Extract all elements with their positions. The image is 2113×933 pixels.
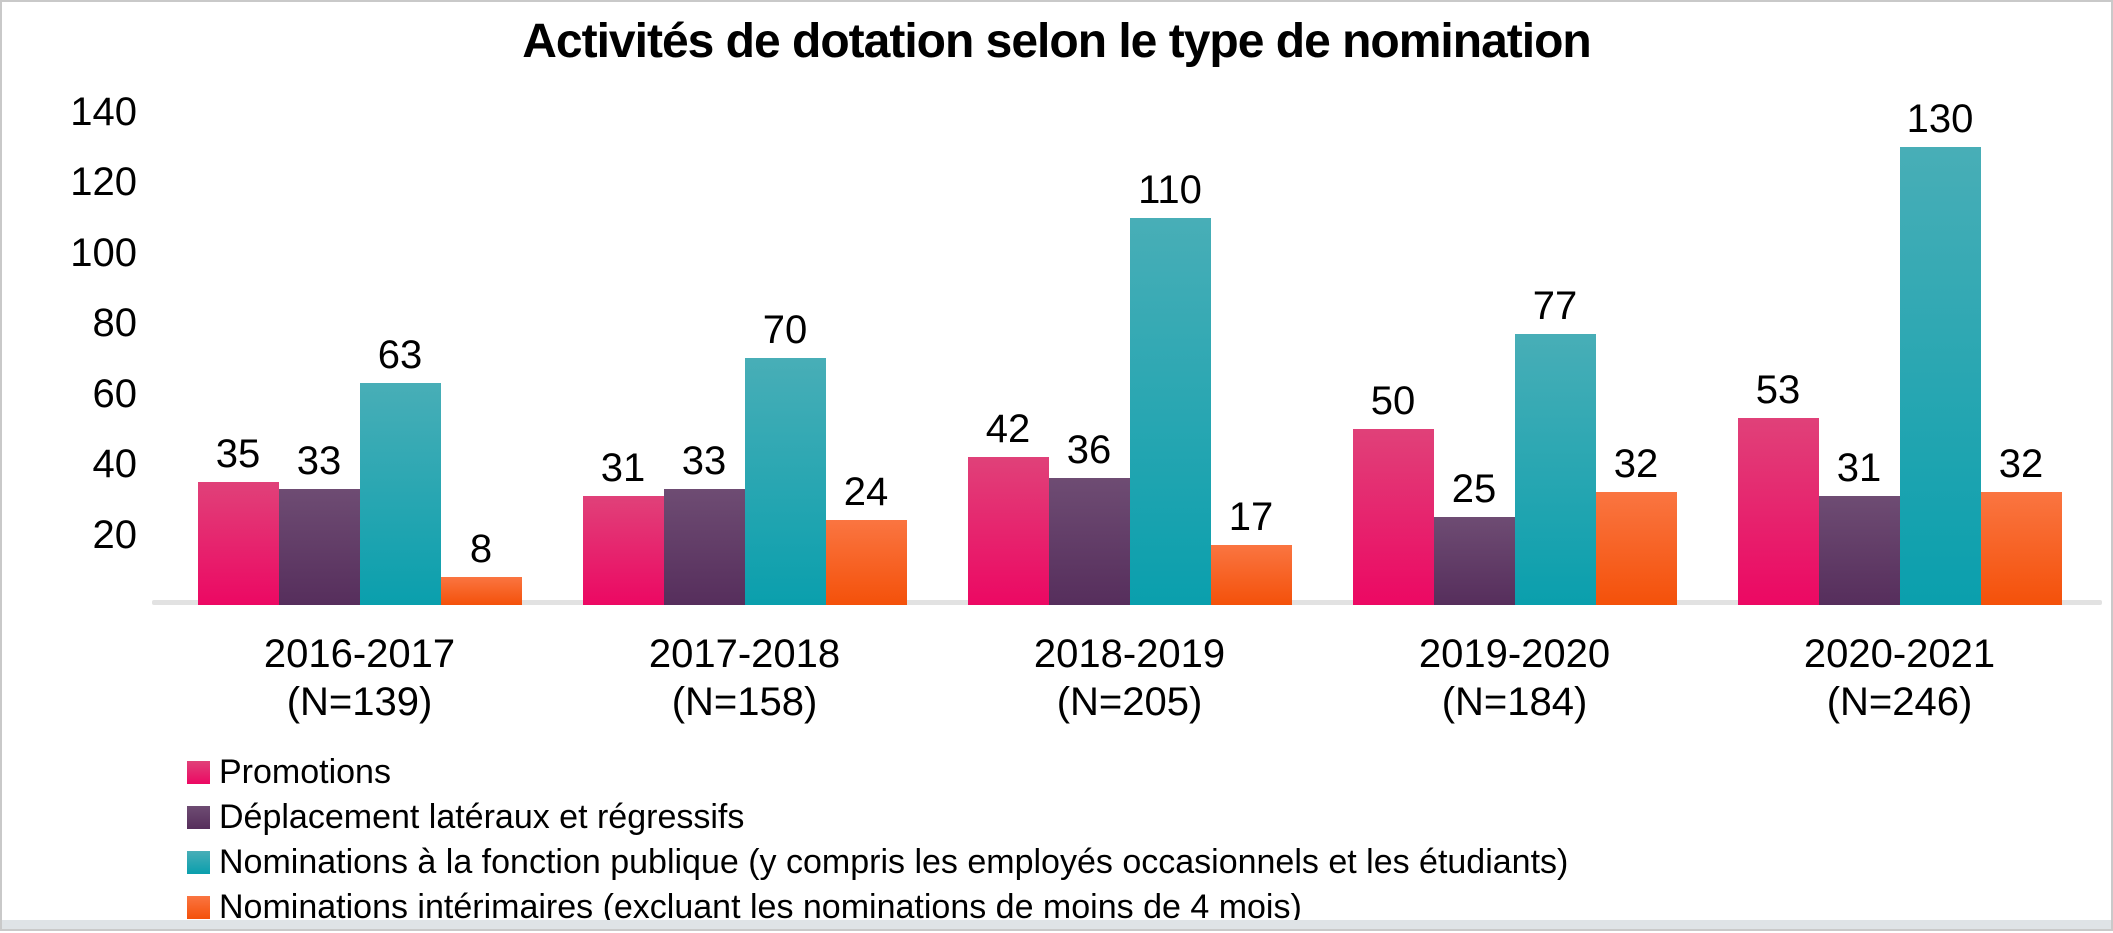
legend-item: Déplacement latéraux et régressifs	[187, 795, 1568, 840]
legend-item: Promotions	[187, 750, 1568, 795]
legend-item: Nominations intérimaires (excluant les n…	[187, 885, 1568, 930]
x-category-label: 2016-2017 (N=139)	[167, 630, 552, 726]
bar-value-label: 8	[469, 527, 493, 571]
x-category-n: (N=139)	[286, 680, 433, 724]
bar-value-label: 32	[1998, 442, 2044, 486]
bar: 25	[1433, 469, 1515, 605]
legend-label: Nominations à la fonction publique (y co…	[219, 843, 1569, 881]
bar-group: 50 25 77 32	[1322, 112, 1707, 605]
bottom-edge-strip	[2, 920, 2111, 929]
bar: 33	[663, 441, 745, 605]
bar: 110	[1129, 170, 1211, 605]
bar-value-label: 50	[1370, 379, 1416, 423]
bar: 8	[440, 529, 522, 605]
bar: 130	[1899, 99, 1981, 605]
bar: 24	[825, 472, 907, 605]
bar-group: 53 31 130 32	[1707, 99, 2092, 605]
y-tick-label: 40	[92, 442, 138, 487]
bar: 32	[1595, 444, 1677, 605]
y-tick-label: 20	[92, 512, 138, 557]
x-axis-labels: 2016-2017 (N=139) 2017-2018 (N=158) 2018-201…	[167, 630, 2092, 726]
legend-label: Déplacement latéraux et régressifs	[219, 798, 745, 836]
x-category-label: 2020-2021 (N=246)	[1707, 630, 2092, 726]
bar-value-label: 33	[681, 439, 727, 483]
x-category-year: 2018-2019	[1033, 632, 1226, 676]
bar-value-label: 31	[1836, 446, 1882, 490]
x-category-year: 2020-2021	[1803, 632, 1996, 676]
legend-label: Nominations intérimaires (excluant les n…	[219, 888, 1302, 926]
bar: 53	[1737, 370, 1819, 605]
legend: Promotions Déplacement latéraux et régres…	[187, 750, 1568, 930]
x-category-year: 2017-2018	[648, 632, 841, 676]
bar: 17	[1210, 497, 1292, 605]
bar-group: 42 36 110 17	[937, 112, 1322, 605]
y-tick-label: 140	[70, 90, 137, 134]
bar-value-label: 35	[215, 432, 261, 476]
bar: 31	[1818, 448, 1900, 605]
bar: 35	[197, 434, 279, 605]
bar: 70	[744, 310, 826, 605]
legend-swatch	[187, 896, 210, 919]
bar: 36	[1048, 430, 1130, 605]
legend-item: Nominations à la fonction publique (y co…	[187, 840, 1568, 885]
bar-value-label: 24	[843, 470, 889, 514]
bar: 63	[359, 335, 441, 605]
bar-value-label: 110	[1138, 168, 1202, 212]
plot-area: 35 33 63 8 31 33 70 24 42 36 110 17 50 25 77 32 53 31 130 3…	[167, 99, 2092, 605]
legend-swatch	[187, 851, 210, 874]
bar-value-label: 63	[377, 333, 423, 377]
bar: 32	[1980, 444, 2062, 605]
legend-label: Promotions	[219, 753, 391, 791]
y-tick-label: 120	[70, 160, 137, 205]
x-category-n: (N=246)	[1826, 680, 1973, 724]
y-axis: 20 40 60 80 100 120 140	[22, 2, 137, 933]
x-category-label: 2019-2020 (N=184)	[1322, 630, 1707, 726]
y-tick-label: 80	[92, 301, 138, 346]
legend-swatch	[187, 806, 210, 829]
bar-value-label: 25	[1451, 467, 1497, 511]
bar-value-label: 130	[1906, 97, 1974, 141]
x-category-year: 2016-2017	[263, 632, 456, 676]
bar: 50	[1352, 381, 1434, 605]
bar-value-label: 32	[1613, 442, 1659, 486]
bar-value-label: 42	[985, 407, 1031, 451]
bar-value-label: 31	[600, 446, 646, 490]
bar-group: 35 33 63 8	[167, 112, 552, 605]
bar: 33	[278, 441, 360, 605]
x-category-label: 2018-2019 (N=205)	[937, 630, 1322, 726]
y-tick-label: 60	[92, 371, 138, 416]
x-category-year: 2019-2020	[1418, 632, 1611, 676]
legend-swatch	[187, 761, 210, 784]
bar: 31	[582, 448, 664, 605]
bar-value-label: 70	[762, 308, 808, 352]
bar-value-label: 53	[1755, 368, 1801, 412]
x-category-n: (N=184)	[1441, 680, 1588, 724]
bar-value-label: 77	[1532, 284, 1578, 328]
y-tick-label: 100	[70, 230, 137, 275]
bar-group: 31 33 70 24	[552, 112, 937, 605]
bar-value-label: 33	[296, 439, 342, 483]
bar-value-label: 17	[1228, 495, 1274, 539]
x-category-n: (N=205)	[1056, 680, 1203, 724]
x-category-n: (N=158)	[671, 680, 818, 724]
chart-title: Activités de dotation selon le type de n…	[522, 15, 1591, 68]
bar: 42	[967, 409, 1049, 605]
bar-value-label: 36	[1066, 428, 1112, 472]
bar: 77	[1514, 286, 1596, 605]
x-category-label: 2017-2018 (N=158)	[552, 630, 937, 726]
